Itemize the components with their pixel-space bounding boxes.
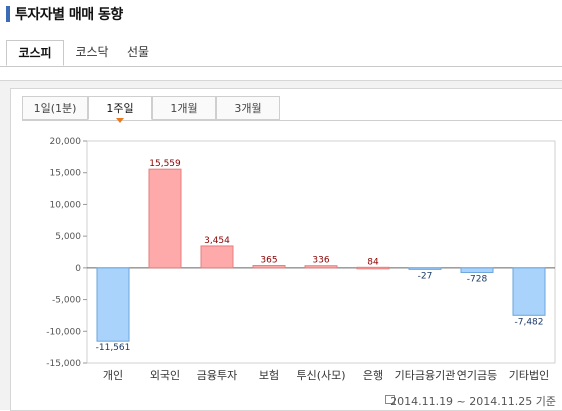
x-tick-label: 개인 <box>103 369 123 382</box>
x-tick-label: 은행 <box>363 369 383 382</box>
x-tick-label: 기타금융기관 <box>395 369 456 382</box>
period-tab-1month[interactable]: 1개월 <box>152 96 216 120</box>
y-tick-label: 10,000 <box>50 200 82 210</box>
page-title: 투자자별 매매 동향 <box>15 7 123 23</box>
data-label: -11,561 <box>96 343 131 353</box>
tab-kosdaq[interactable]: 코스닥 <box>75 45 109 59</box>
y-tick-label: -5,000 <box>52 296 81 306</box>
bar <box>96 267 130 342</box>
data-label: 3,454 <box>204 236 230 246</box>
x-tick-label: 기타법인 <box>509 369 549 382</box>
x-tick-label: 연기금등 <box>457 369 497 382</box>
date-range-footer: 2014.11.19 ~ 2014.11.25 기준 <box>390 395 556 408</box>
plot-area <box>86 140 556 364</box>
data-label: 84 <box>367 257 379 267</box>
chart-container <box>10 88 562 411</box>
data-label: -27 <box>418 271 433 281</box>
data-label: 365 <box>260 256 277 266</box>
period-tab-1day[interactable]: 1일(1분) <box>22 96 88 120</box>
bar <box>408 267 442 270</box>
y-tick-label: 20,000 <box>50 137 82 147</box>
y-tick-label: -10,000 <box>46 327 81 337</box>
y-tick-label: 15,000 <box>50 169 82 179</box>
y-tick-label: -15,000 <box>46 359 81 369</box>
bar <box>252 265 286 269</box>
calendar-icon <box>385 395 395 404</box>
bar <box>304 265 338 269</box>
period-tabs-baseline <box>22 120 562 121</box>
bar <box>148 168 182 269</box>
x-tick-label: 투신(사모) <box>296 369 345 382</box>
x-tick-label: 금융투자 <box>197 369 237 382</box>
data-label: -7,482 <box>514 317 543 327</box>
title-accent-bar <box>6 6 10 22</box>
active-tab-indicator-icon <box>116 118 124 123</box>
market-tabs: 코스피 코스닥 선물 <box>0 40 562 67</box>
data-label: 336 <box>312 256 329 266</box>
bar <box>200 245 234 269</box>
bar <box>356 266 390 270</box>
x-tick-label: 외국인 <box>150 369 180 382</box>
data-label: -728 <box>467 274 488 284</box>
data-label: 15,559 <box>149 159 181 169</box>
y-tick-label: 5,000 <box>55 232 81 242</box>
tab-kospi[interactable]: 코스피 <box>6 40 64 66</box>
period-tab-3month[interactable]: 3개월 <box>216 96 280 120</box>
x-tick-label: 보험 <box>259 369 279 382</box>
bar <box>512 267 546 316</box>
tab-futures[interactable]: 선물 <box>126 45 150 59</box>
bar <box>460 267 494 273</box>
y-tick-label: 0 <box>75 264 81 274</box>
